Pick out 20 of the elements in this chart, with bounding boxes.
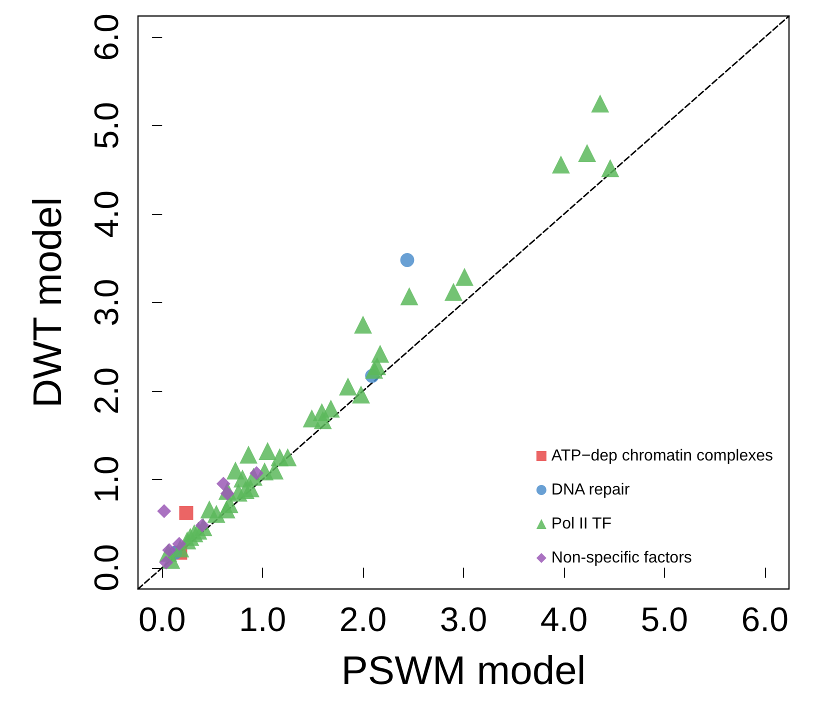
x-axis-title: PSWM model	[341, 649, 586, 693]
legend-label: ATP−dep chromatin complexes	[551, 448, 774, 464]
x-tick-label: 2.0	[339, 601, 387, 639]
y-tick-label: 1.0	[88, 456, 126, 503]
legend-label: Pol II TF	[551, 516, 612, 532]
legend-label: DNA repair	[551, 482, 630, 498]
x-tick-label: 1.0	[238, 601, 286, 639]
x-tick-label: 0.0	[138, 601, 186, 639]
x-tick-label: 5.0	[640, 601, 688, 639]
y-tick-label: 5.0	[88, 102, 126, 150]
y-tick-label: 2.0	[88, 367, 126, 415]
legend-label: Non-specific factors	[551, 550, 692, 566]
y-tick-label: 6.0	[88, 14, 126, 61]
x-tick-label: 3.0	[440, 601, 488, 639]
y-axis-title: DWT model	[26, 197, 70, 408]
y-tick-label: 3.0	[88, 278, 126, 326]
x-tick-label: 4.0	[540, 601, 588, 639]
y-tick-label: 0.0	[88, 544, 126, 592]
x-tick-label: 6.0	[741, 601, 789, 639]
y-tick-label: 4.0	[88, 190, 126, 238]
